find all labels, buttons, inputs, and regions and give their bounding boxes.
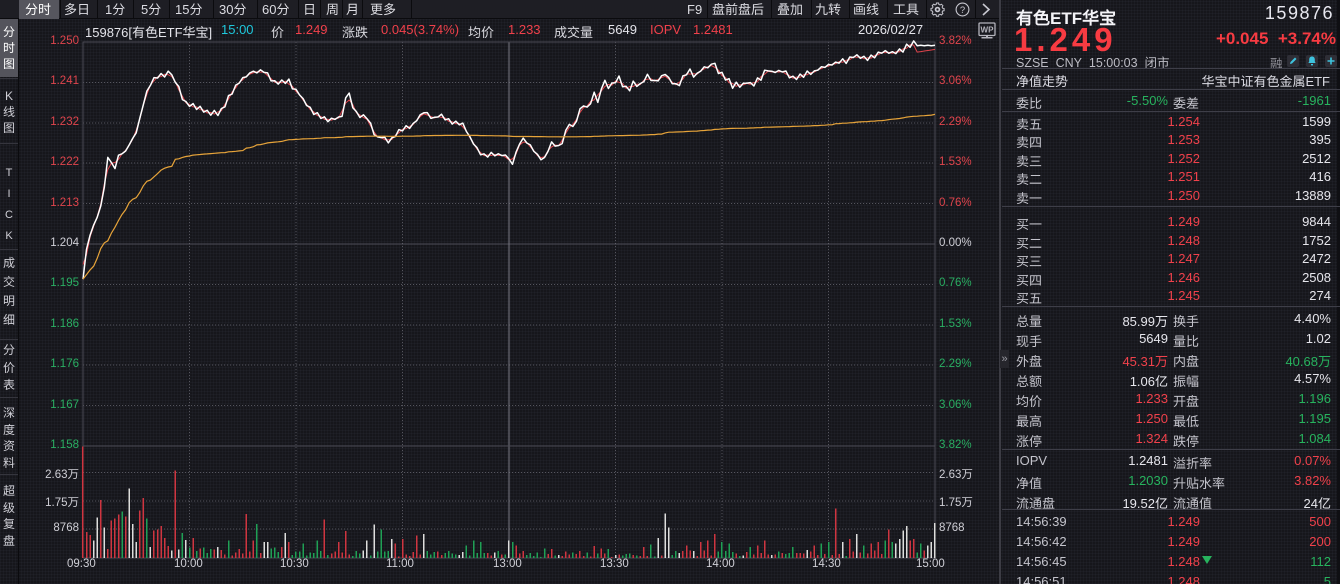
svg-text:WP: WP — [981, 26, 995, 35]
svg-text:?: ? — [960, 5, 965, 16]
